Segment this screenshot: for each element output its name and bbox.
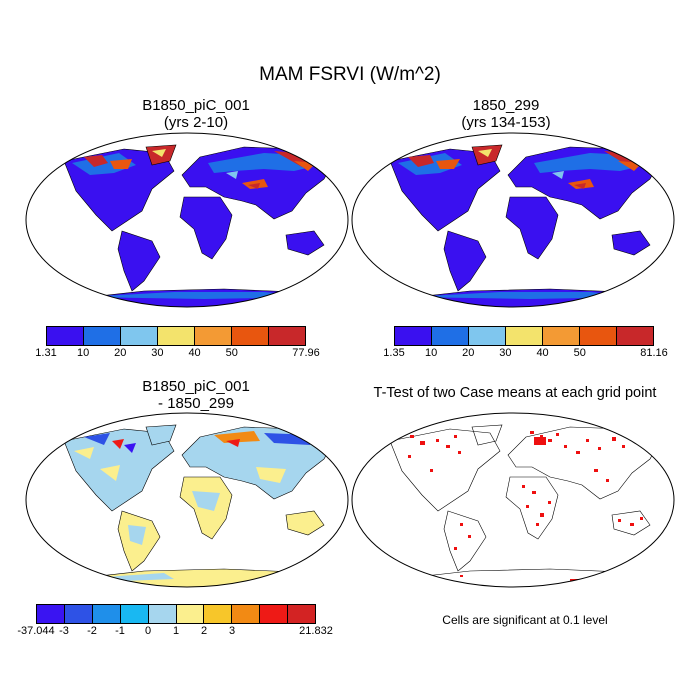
colorbar-tick-label: 81.16 (640, 347, 668, 359)
colorbar-tick-label: -3 (59, 625, 69, 637)
colorbar-swatch (269, 327, 305, 345)
colorbar-swatch (580, 327, 617, 345)
colorbar-tick-label: 3 (228, 625, 236, 637)
map-panel-4 (351, 412, 675, 588)
colorbar-swatch (232, 605, 261, 623)
colorbar-swatch (232, 327, 269, 345)
land-australia (285, 510, 325, 536)
land-eurasia (507, 426, 661, 500)
colorbar-swatch (395, 327, 432, 345)
land-south-america (443, 230, 487, 292)
colorbar-swatch (176, 605, 205, 623)
colorbar-tick-label: 1.31 (35, 347, 57, 359)
colorbar-panel-3 (36, 604, 316, 624)
colorbar-swatch (158, 327, 195, 345)
colorbar-tick-label: 2 (200, 625, 208, 637)
colorbar-tick-label: 0 (144, 625, 152, 637)
colorbar-swatch (260, 605, 289, 623)
map-panel-1 (25, 132, 349, 308)
colorbar-swatch (37, 605, 65, 623)
land-africa (505, 476, 559, 540)
colorbar-tick-label: -37.044 (17, 625, 55, 637)
colorbar-tick-label: 50 (225, 347, 238, 359)
colorbar-tick-label: 40 (536, 347, 549, 359)
colorbar-tick-label: 20 (114, 347, 127, 359)
land-africa (505, 196, 559, 260)
land-australia (611, 510, 651, 536)
colorbar-panel-1 (46, 326, 306, 346)
colorbar-swatch (64, 605, 93, 623)
land-australia (611, 230, 651, 256)
colorbar-tick-label: 40 (188, 347, 201, 359)
colorbar-swatch (47, 327, 84, 345)
colorbar-swatch (121, 327, 158, 345)
panel-2-title: 1850_299 (yrs 134-153) (356, 97, 656, 131)
colorbar-tick-label: 10 (77, 347, 90, 359)
colorbar-tick-label: 21.832 (299, 625, 333, 637)
land-north-america (389, 428, 501, 512)
map-panel-2 (351, 132, 675, 308)
colorbar-tick-label: 30 (499, 347, 512, 359)
colorbar-tick-label: -1 (115, 625, 125, 637)
land-greenland (471, 424, 503, 446)
colorbar-swatch (543, 327, 580, 345)
significant-cells (408, 431, 643, 581)
colorbar-swatch (432, 327, 469, 345)
land-greenland (145, 424, 177, 446)
colorbar-swatch (469, 327, 506, 345)
colorbar-swatch (148, 605, 177, 623)
map-panel-3 (25, 412, 349, 588)
panel-3-title-line2: - 1850_299 (158, 395, 234, 412)
colorbar-swatch (204, 605, 233, 623)
colorbar-tick-label: 1.35 (383, 347, 405, 359)
colorbar-tick-label: 30 (151, 347, 164, 359)
colorbar-swatch (195, 327, 232, 345)
colorbar-swatch (92, 605, 121, 623)
figure-title: MAM FSRVI (W/m^2) (259, 64, 441, 85)
panel-1-title-line2: (yrs 2-10) (163, 114, 229, 131)
panel-3-title-line1: B1850_piC_001 (142, 378, 250, 395)
land-australia (285, 230, 325, 256)
panel-1-title-line1: B1850_piC_001 (142, 97, 250, 114)
colorbar-swatch (84, 327, 121, 345)
colorbar-swatch (617, 327, 653, 345)
panel-1-title: B1850_piC_001 (yrs 2-10) (46, 97, 346, 131)
colorbar-tick-label: 1 (172, 625, 180, 637)
panel-3-title: B1850_piC_001 - 1850_299 (36, 378, 356, 412)
colorbar-swatch (506, 327, 543, 345)
land-eurasia (181, 426, 335, 500)
colorbar-tick-label: 50 (573, 347, 586, 359)
panel-2-title-line1: 1850_299 (472, 97, 540, 114)
colorbar-tick-label: 10 (425, 347, 438, 359)
colorbar-tick-label: -2 (87, 625, 97, 637)
colorbar-swatch (288, 605, 316, 623)
panel-2-title-line2: (yrs 134-153) (461, 114, 551, 131)
colorbar-swatch (120, 605, 149, 623)
significance-footnote: Cells are significant at 0.1 level (442, 613, 608, 627)
land-africa (179, 196, 233, 260)
panel-4-title: T-Test of two Case means at each grid po… (373, 385, 657, 401)
colorbar-tick-label: 20 (462, 347, 475, 359)
colorbar-panel-2 (394, 326, 654, 346)
land-south-america (443, 510, 487, 572)
land-south-america (117, 230, 161, 292)
colorbar-tick-label: 77.96 (292, 347, 320, 359)
land-antarctica (33, 568, 345, 587)
